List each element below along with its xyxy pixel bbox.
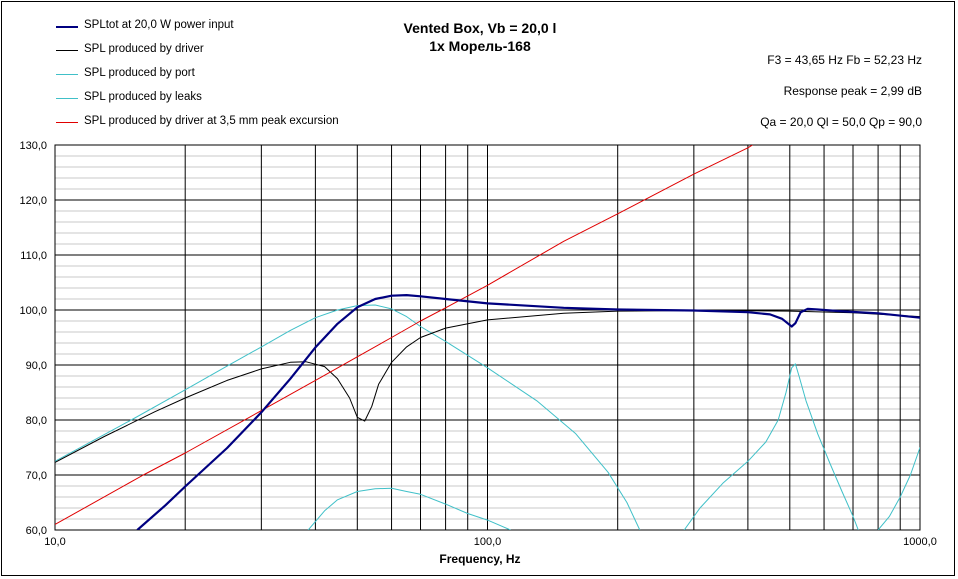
plot-area-border	[54, 144, 921, 531]
x-axis-label: Frequency, Hz	[439, 552, 521, 566]
y-tick-label: 100,0	[19, 305, 47, 317]
y-tick-label: 120,0	[19, 195, 47, 207]
legend-label: SPLtot at 20,0 W power input	[84, 19, 234, 31]
chart-subtitle: 1x Морель-168	[429, 38, 531, 54]
info-q-values: Qa = 20,0 Ql = 50,0 Qp = 90,0	[760, 115, 922, 129]
series-line-3	[683, 363, 859, 530]
legend-swatch-excursion	[56, 122, 78, 123]
legend-swatch-driver	[56, 50, 78, 51]
legend-swatch-port	[56, 74, 78, 75]
legend-label: SPL produced by leaks	[84, 91, 202, 103]
info-response-peak: Response peak = 2,99 dB	[783, 84, 922, 98]
series-line-2	[55, 304, 641, 530]
legend-label: SPL produced by driver	[84, 43, 204, 55]
legend-swatch-spltot	[56, 26, 78, 28]
legend-swatch-leaks	[56, 98, 78, 99]
chart-title: Vented Box, Vb = 20,0 l	[403, 20, 557, 36]
series-line-6	[55, 145, 753, 525]
x-tick-label: 1000,0	[903, 536, 937, 548]
series-line-0	[136, 294, 920, 530]
info-f3-fb: F3 = 43,65 Hz Fb = 52,23 Hz	[767, 53, 922, 67]
series-line-1	[55, 310, 920, 463]
y-tick-label: 70,0	[26, 470, 47, 482]
series-line-5	[877, 447, 920, 530]
y-tick-label: 60,0	[26, 525, 47, 537]
x-tick-label: 10,0	[44, 536, 65, 548]
y-tick-label: 110,0	[20, 250, 47, 262]
y-tick-label: 130,0	[19, 140, 47, 152]
legend-label: SPL produced by port	[84, 67, 195, 79]
series-line-4	[307, 487, 511, 530]
x-tick-label: 100,0	[474, 536, 502, 548]
y-tick-label: 80,0	[26, 415, 47, 427]
legend-label: SPL produced by driver at 3,5 mm peak ex…	[84, 115, 339, 127]
y-tick-label: 90,0	[26, 360, 47, 372]
